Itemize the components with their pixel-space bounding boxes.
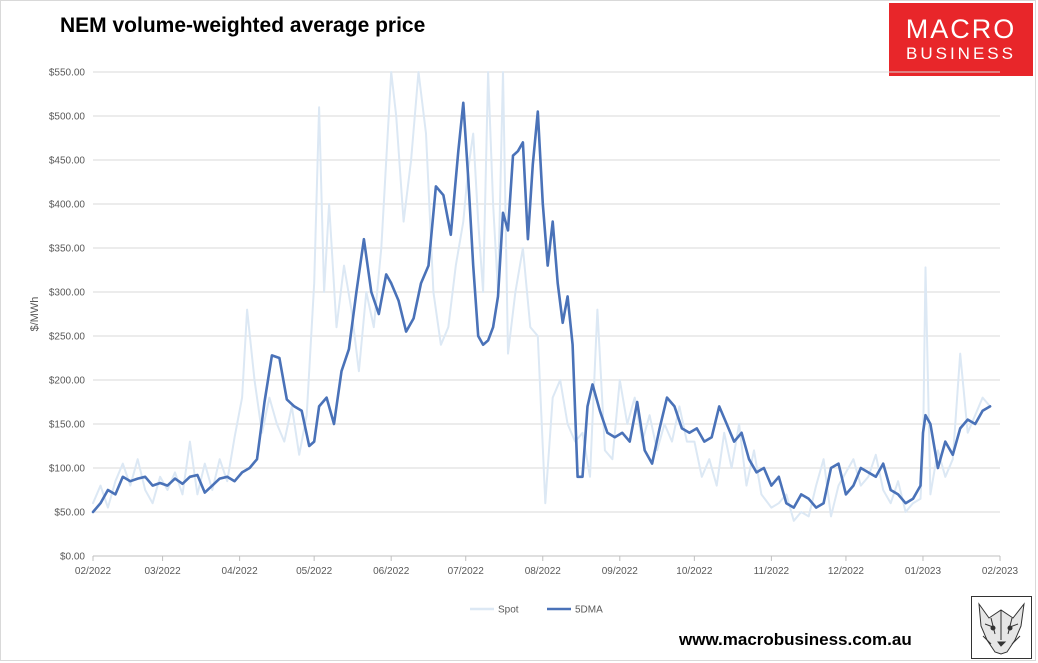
x-tick-label: 06/2022 <box>373 566 410 577</box>
x-tick-label: 12/2022 <box>828 566 865 577</box>
legend-label: 5DMA <box>575 605 603 616</box>
y-tick-label: $50.00 <box>54 508 85 519</box>
x-tick-label: 09/2022 <box>602 566 639 577</box>
wolf-logo-icon <box>971 596 1032 659</box>
x-tick-label: 11/2022 <box>754 566 790 577</box>
x-tick-label: 03/2022 <box>144 566 181 577</box>
website-url: www.macrobusiness.com.au <box>679 630 912 649</box>
series-line-spot <box>92 71 992 522</box>
y-tick-label: $100.00 <box>49 464 86 475</box>
y-tick-label: $500.00 <box>49 112 86 123</box>
y-axis-label: $/MWh <box>29 297 41 332</box>
x-tick-label: 08/2022 <box>525 566 562 577</box>
y-tick-label: $350.00 <box>49 244 86 255</box>
logo-line1: MACRO <box>905 14 1017 44</box>
logo-line2: BUSINESS <box>906 44 1016 63</box>
macrobusiness-logo: MACRO BUSINESS <box>889 3 1033 76</box>
y-tick-label: $250.00 <box>49 332 86 343</box>
y-tick-label: $150.00 <box>49 420 86 431</box>
y-tick-label: $200.00 <box>49 376 86 387</box>
y-tick-label: $450.00 <box>49 156 86 167</box>
x-tick-label: 07/2022 <box>448 566 485 577</box>
legend-label: Spot <box>498 605 519 616</box>
x-tick-label: 02/2023 <box>982 566 1019 577</box>
series-line-5dma <box>91 101 992 514</box>
y-tick-label: $300.00 <box>49 288 86 299</box>
x-tick-label: 04/2022 <box>222 566 259 577</box>
chart-title: NEM volume-weighted average price <box>60 14 426 37</box>
x-tick-label: 02/2022 <box>75 566 112 577</box>
x-tick-label: 01/2023 <box>905 566 942 577</box>
x-tick-label: 10/2022 <box>676 566 713 577</box>
x-tick-label: 05/2022 <box>296 566 333 577</box>
y-tick-label: $0.00 <box>60 552 85 563</box>
y-tick-label: $550.00 <box>49 68 86 79</box>
y-tick-label: $400.00 <box>49 200 86 211</box>
